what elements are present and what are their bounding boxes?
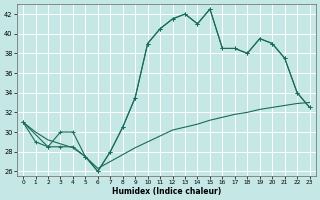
X-axis label: Humidex (Indice chaleur): Humidex (Indice chaleur) (112, 187, 221, 196)
